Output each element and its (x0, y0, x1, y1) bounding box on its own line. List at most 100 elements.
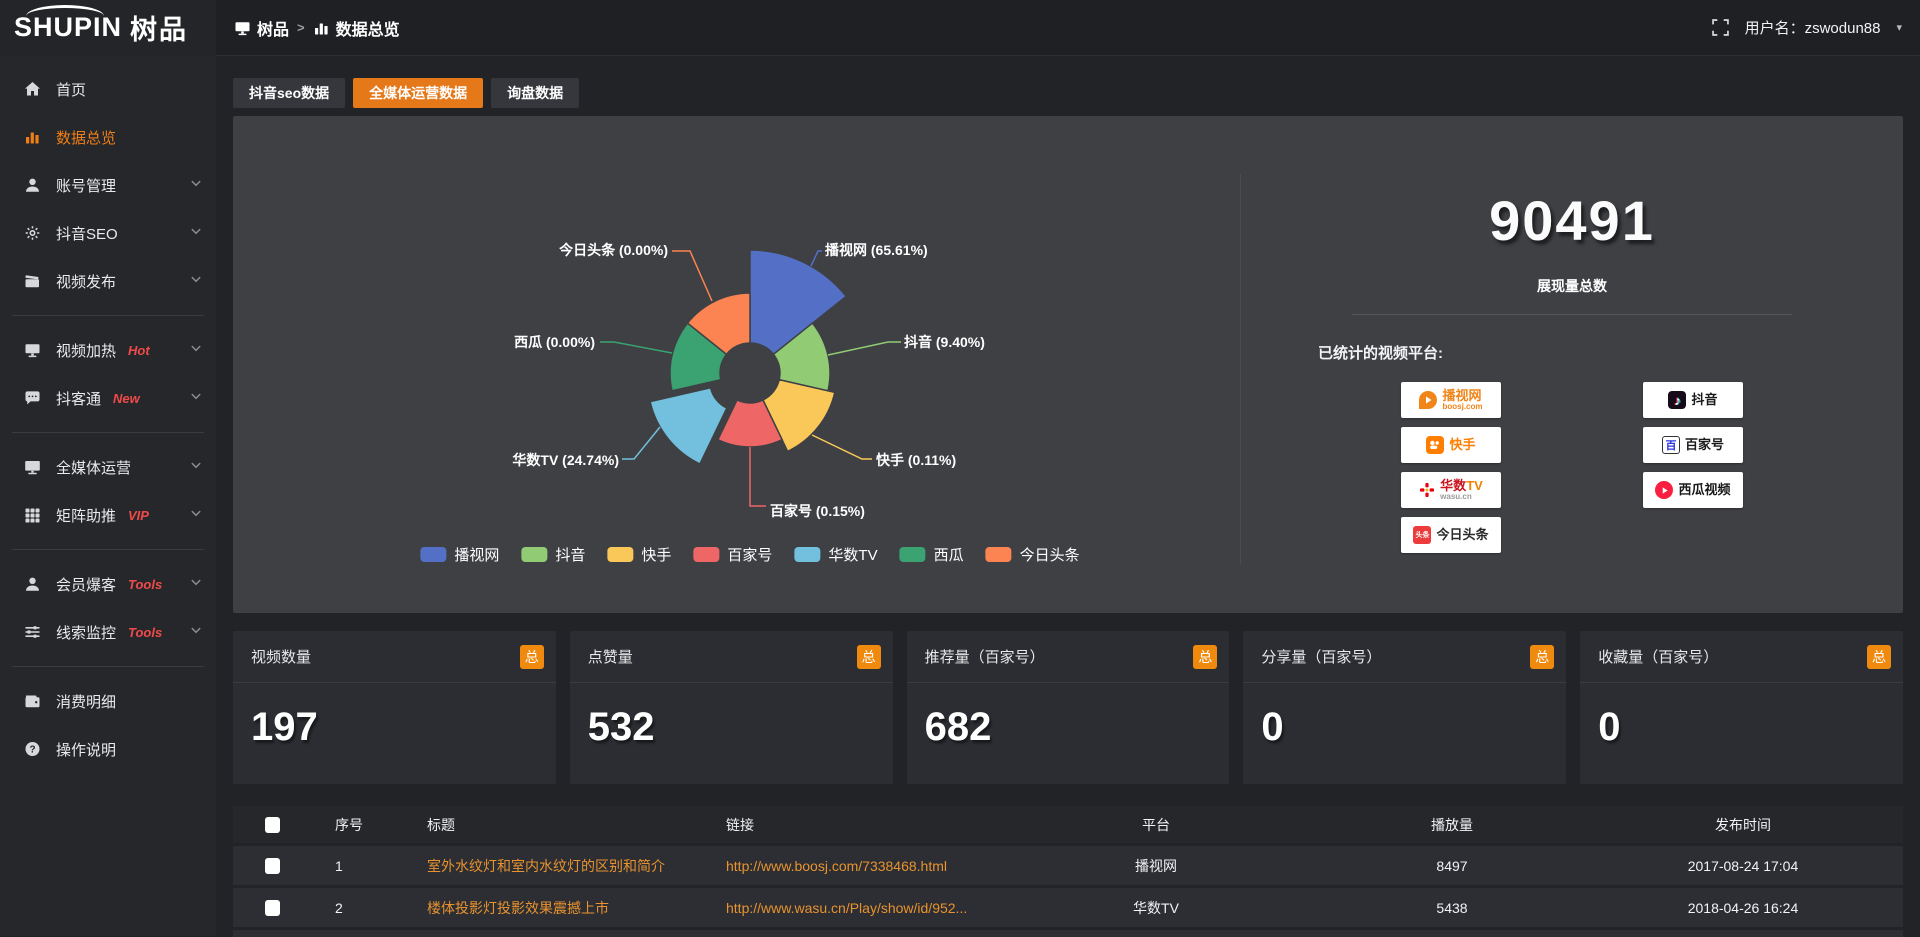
sidebar-item-矩阵助推[interactable]: 矩阵助推 VIP (0, 492, 216, 538)
cell-platform: 播视网 (1135, 857, 1177, 874)
sidebar-item-操作说明[interactable]: ? 操作说明 (0, 726, 216, 772)
pie-slice-百家号[interactable] (716, 398, 784, 448)
sidebar-item-全媒体运营[interactable]: 全媒体运营 (0, 444, 216, 490)
sidebar-item-抖客通[interactable]: 抖客通 New (0, 375, 216, 421)
platform-badges-column-2: ♪ 抖音百百家号西瓜视频 (1643, 382, 1743, 508)
legend-item-华数TV[interactable]: 华数TV (794, 544, 878, 565)
stat-card-value: 682 (924, 705, 992, 749)
pie-label-今日头条: 今日头条 (0.00%) (558, 242, 668, 258)
legend-item-百家号[interactable]: 百家号 (693, 544, 772, 565)
pie-label-line-华数TV (622, 426, 661, 460)
video-title-link[interactable]: 室外水纹灯和室内水纹灯的区别和简介 (427, 857, 665, 874)
pie-slice-今日头条[interactable] (686, 292, 751, 356)
pie-slice-华数TV[interactable] (649, 386, 728, 466)
logo-arc (26, 5, 104, 19)
col-header-title: 标题 (427, 816, 455, 833)
sidebar-item-badge: VIP (128, 507, 149, 523)
sliders-icon (25, 626, 40, 638)
tab-询盘数据[interactable]: 询盘数据 (491, 78, 580, 108)
sidebar: 首页数据总览账号管理抖音SEO 视频发布视频加热 Hot 抖客通 New 全媒体运营 矩阵助… (0, 56, 216, 936)
chevron-down-icon[interactable] (190, 505, 202, 521)
table-row-partial (233, 930, 1903, 937)
cell-date: 2018-04-26 16:24 (1687, 899, 1799, 916)
legend-item-快手[interactable]: 快手 (607, 544, 671, 565)
main-content: 抖音seo数据 全媒体运营数据 询盘数据 播视网 (65.61%) 抖音 (9.40%… (216, 56, 1920, 937)
chevron-down-icon[interactable] (190, 457, 202, 473)
summary-divider (1352, 314, 1792, 315)
total-badge: 总 (519, 644, 544, 669)
video-title-link[interactable]: 楼体投影灯投影效果震撼上市 (427, 899, 609, 916)
row-checkbox[interactable] (264, 899, 280, 916)
video-url-link[interactable]: http://www.boosj.com/7338468.html (726, 857, 948, 874)
sidebar-item-label: 操作说明 (56, 741, 117, 759)
screen-icon (235, 21, 250, 35)
legend-swatch (794, 547, 821, 562)
breadcrumb-item-0[interactable]: 树品 (234, 16, 289, 40)
platform-badge-subtext: boosj.com (1442, 401, 1483, 411)
pie-label-播视网: 播视网 (65.61%) (825, 242, 928, 258)
video-url-link[interactable]: http://www.wasu.cn/Play/show/id/952... (726, 899, 968, 916)
user-chevron-down-icon[interactable]: ▾ (1896, 22, 1902, 34)
sidebar-item-label: 消费明细 (56, 693, 117, 711)
sidebar-item-线索监控[interactable]: 线索监控 Tools (0, 609, 216, 655)
col-header-link: 链接 (726, 816, 754, 833)
breadcrumb-label: 树品 (257, 21, 290, 39)
sidebar-item-会员爆客[interactable]: 会员爆客 Tools (0, 561, 216, 607)
sidebar-item-账号管理[interactable]: 账号管理 (0, 162, 216, 208)
cell-idx: 1 (335, 857, 343, 874)
chevron-down-icon[interactable] (190, 340, 202, 356)
sidebar-item-label: 账号管理 (56, 177, 117, 195)
boosj-logo-icon (1419, 391, 1438, 409)
chevron-down-icon[interactable] (190, 622, 202, 638)
total-badge: 总 (1193, 644, 1218, 669)
sidebar-item-视频发布[interactable]: 视频发布 (0, 258, 216, 304)
platform-badge-抖音: ♪ 抖音 (1643, 382, 1743, 418)
app-logo[interactable]: SHUPIN 树品 (0, 0, 216, 56)
stat-card-label: 分享量（百家号） (1261, 649, 1382, 666)
table-row-1: 1 室外水纹灯和室内水纹灯的区别和简介 http://www.boosj.com/7… (233, 846, 1903, 885)
stat-card-value: 0 (1261, 705, 1284, 749)
sidebar-item-抖音SEO[interactable]: 抖音SEO (0, 210, 216, 256)
videos-table: 序号 标题 链接 平台 播放量 发布时间 1 室外水纹灯和室内水纹灯的区别和简介 http://… (233, 806, 1903, 937)
tab-全媒体运营数据[interactable]: 全媒体运营数据 (353, 78, 484, 108)
pie-slice-快手[interactable] (761, 378, 836, 453)
sidebar-item-label: 抖客通 (56, 390, 102, 408)
legend-swatch (899, 547, 926, 562)
sidebar-item-消费明细[interactable]: 消费明细 (0, 678, 216, 724)
fullscreen-icon[interactable] (1711, 19, 1729, 36)
breadcrumb-item-1[interactable]: 数据总览 (313, 16, 400, 40)
pie-slice-播视网[interactable] (749, 249, 848, 356)
pie-label-西瓜: 西瓜 (0.00%) (514, 334, 595, 350)
stat-card-value: 0 (1598, 705, 1621, 749)
tab-抖音seo数据[interactable]: 抖音seo数据 (233, 78, 346, 108)
rose-pie-chart[interactable]: 播视网 (65.61%) 抖音 (9.40%) 快手 (0.11%) 百家号 (0.1… (233, 116, 1240, 613)
platform-badge-百家号: 百百家号 (1643, 427, 1743, 463)
row-checkbox[interactable] (264, 857, 280, 874)
chevron-down-icon[interactable] (190, 271, 202, 287)
platform-badges-column-1: 播视网 boosj.com 快手 华数TV wasu.cn 头条 今日头条 (1401, 382, 1501, 553)
legend-item-抖音[interactable]: 抖音 (521, 544, 585, 565)
chevron-down-icon[interactable] (190, 388, 202, 404)
sidebar-item-首页[interactable]: 首页 (0, 66, 216, 112)
legend-item-播视网[interactable]: 播视网 (420, 544, 499, 565)
summary-section: 90491 展现量总数 已统计的视频平台: 播视网 boosj.com 快手 华数TV… (1241, 116, 1903, 613)
select-all-checkbox[interactable] (264, 816, 280, 833)
legend-item-今日头条[interactable]: 今日头条 (985, 544, 1080, 565)
sidebar-item-视频加热[interactable]: 视频加热 Hot (0, 327, 216, 373)
stat-card-label: 视频数量 (251, 649, 312, 666)
sidebar-item-label: 数据总览 (56, 129, 117, 147)
username-display[interactable]: 用户名：zswodun88 (1744, 20, 1881, 37)
platform-badge-播视网: 播视网 boosj.com (1401, 382, 1501, 418)
sidebar-divider (12, 549, 204, 550)
legend-item-西瓜[interactable]: 西瓜 (899, 544, 964, 565)
platform-badge-西瓜视频: 西瓜视频 (1643, 472, 1743, 508)
sidebar-item-数据总览[interactable]: 数据总览 (0, 114, 216, 160)
monitor-icon (25, 461, 40, 475)
cell-idx: 2 (335, 899, 343, 916)
chevron-down-icon[interactable] (190, 223, 202, 239)
wallet-icon (25, 695, 40, 708)
chevron-down-icon[interactable] (190, 574, 202, 590)
total-badge: 总 (856, 644, 881, 669)
chevron-down-icon[interactable] (190, 175, 202, 191)
user-icon (26, 577, 39, 591)
